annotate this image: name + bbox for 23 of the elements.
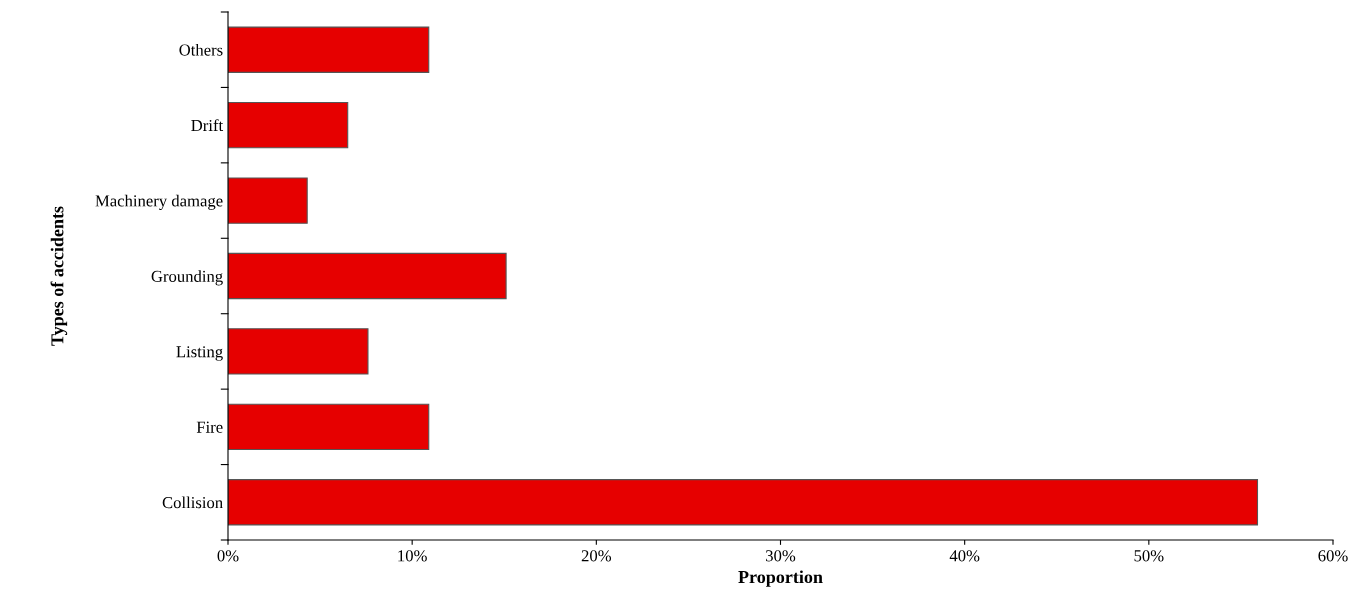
y-tick-label: Grounding	[151, 270, 223, 286]
bar	[228, 177, 308, 224]
y-axis-title: Types of accidents	[50, 206, 68, 346]
y-tick-label: Collision	[162, 496, 223, 509]
bar	[228, 328, 369, 375]
y-tick-label: Listing	[176, 346, 223, 361]
y-tick-label: Machinery damage	[95, 194, 223, 210]
bar	[228, 26, 430, 73]
bar	[228, 252, 507, 300]
y-tick-label: Others	[179, 43, 223, 56]
bar	[228, 101, 349, 149]
y-tick-label: Drift	[191, 119, 224, 132]
x-tick-label: 40%	[949, 550, 980, 562]
x-tick-label: 50%	[1134, 550, 1164, 562]
bar	[228, 479, 1259, 526]
x-tick-label: 0%	[217, 550, 239, 562]
x-axis-title: Proportion	[738, 570, 823, 587]
y-tick-label: Fire	[196, 421, 223, 433]
x-tick-label: 20%	[581, 550, 612, 562]
x-tick-label: 10%	[398, 550, 427, 562]
x-tick-label: 60%	[1318, 550, 1348, 562]
x-tick-label: 30%	[766, 550, 796, 562]
bar	[228, 403, 430, 451]
